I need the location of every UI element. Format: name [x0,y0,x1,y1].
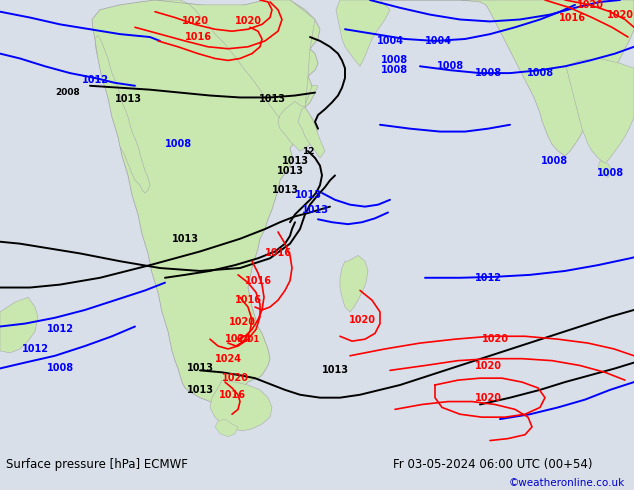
Text: 1016: 1016 [184,32,212,42]
Polygon shape [305,86,318,107]
Text: 1016: 1016 [219,390,245,400]
Text: 1008: 1008 [597,169,624,178]
Text: 1008: 1008 [164,139,191,149]
Text: 1024: 1024 [214,354,242,364]
Text: 1020: 1020 [474,361,501,370]
Text: 1020: 1020 [349,315,375,325]
Polygon shape [298,107,325,158]
Text: 1013: 1013 [271,185,299,195]
Text: 1016: 1016 [235,295,261,305]
Text: 1020: 1020 [235,17,261,26]
Text: 1016: 1016 [559,13,586,23]
Polygon shape [210,380,272,431]
Polygon shape [155,0,315,132]
Polygon shape [336,0,390,66]
Text: 1020: 1020 [181,17,209,26]
Text: 1012: 1012 [46,324,74,335]
Polygon shape [566,58,634,164]
Polygon shape [92,0,320,419]
Text: 1013: 1013 [172,234,198,244]
Text: 1008: 1008 [541,156,569,166]
Text: 1013: 1013 [259,95,285,104]
Text: 1016: 1016 [264,248,292,258]
Text: 1016: 1016 [245,276,271,286]
Polygon shape [0,297,38,353]
Text: 1013: 1013 [186,385,214,395]
Text: 1013: 1013 [186,364,214,373]
Text: 1013: 1013 [276,166,304,175]
Text: 1008: 1008 [46,364,74,373]
Text: 1013: 1013 [295,190,321,200]
Text: 1008: 1008 [526,68,553,78]
Text: 1008: 1008 [382,55,408,66]
Text: 1012: 1012 [22,344,48,354]
Text: 1013: 1013 [302,204,328,215]
Text: 1020: 1020 [221,373,249,383]
Text: 1013: 1013 [321,366,349,375]
Polygon shape [278,101,318,151]
Text: Surface pressure [hPa] ECMWF: Surface pressure [hPa] ECMWF [6,458,188,471]
Text: ©weatheronline.co.uk: ©weatheronline.co.uk [508,477,624,488]
Text: 1008: 1008 [474,68,501,78]
Text: 0201: 0201 [236,335,260,343]
Polygon shape [340,255,368,312]
Text: 1013: 1013 [115,95,141,104]
Polygon shape [380,0,634,156]
Text: 1013: 1013 [281,156,309,166]
Polygon shape [598,161,612,177]
Text: 1012: 1012 [82,75,108,85]
Text: 2008: 2008 [56,88,81,97]
Text: 1004: 1004 [425,36,451,46]
Text: 1024: 1024 [224,334,252,344]
Text: Fr 03-05-2024 06:00 UTC (00+54): Fr 03-05-2024 06:00 UTC (00+54) [393,458,593,471]
Text: 1012: 1012 [474,273,501,283]
Text: 1020: 1020 [607,10,633,20]
Text: 1004: 1004 [377,36,403,46]
Text: 12: 12 [302,147,314,155]
Text: 1020: 1020 [228,317,256,327]
Text: 1020: 1020 [576,0,604,10]
Text: 1008: 1008 [382,65,408,75]
Text: 1020: 1020 [481,334,508,344]
Polygon shape [95,35,150,193]
Polygon shape [215,419,238,437]
Text: 1020: 1020 [474,392,501,403]
Text: 1008: 1008 [436,61,463,71]
